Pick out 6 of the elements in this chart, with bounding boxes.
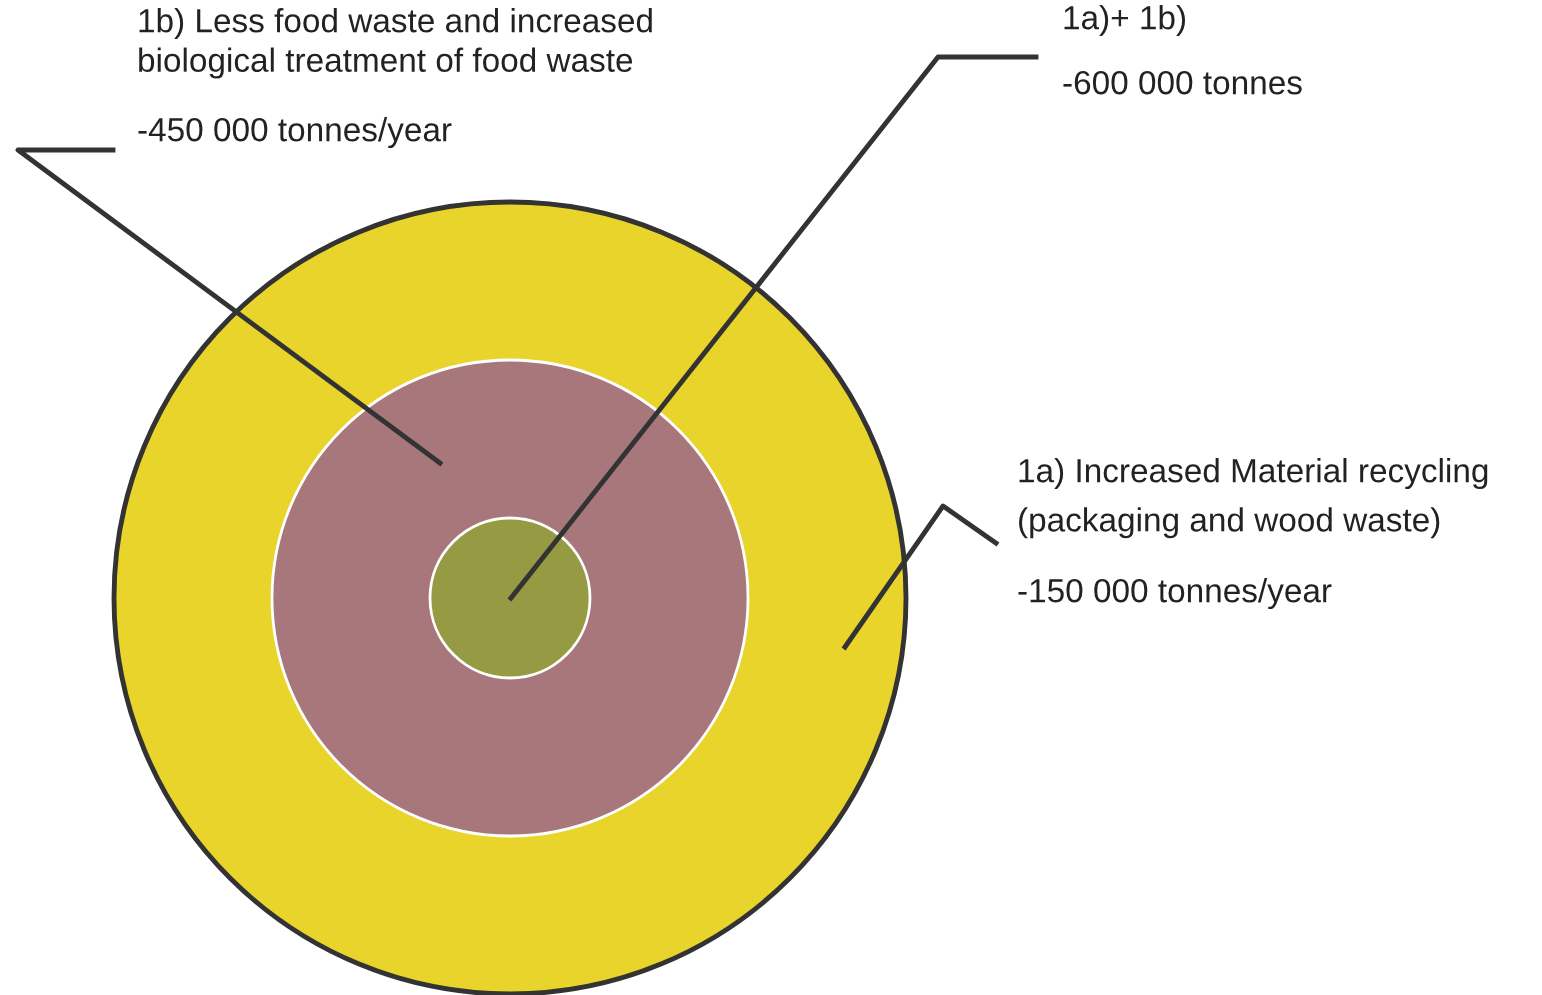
data-label: -150 000 tonnes/year (1018, 578, 1332, 610)
category-label: 1b) Less food waste and increased biological treatment of food waste (139, 8, 652, 79)
category-label: 1a) Increased Material recycling (packaging and wood waste) (1019, 458, 1488, 539)
data-label: -450 000 tonnes/year (138, 117, 452, 149)
data-label: -600 000 tonnes (1063, 70, 1302, 95)
category-label: 1a)+ 1b) (1064, 5, 1186, 37)
